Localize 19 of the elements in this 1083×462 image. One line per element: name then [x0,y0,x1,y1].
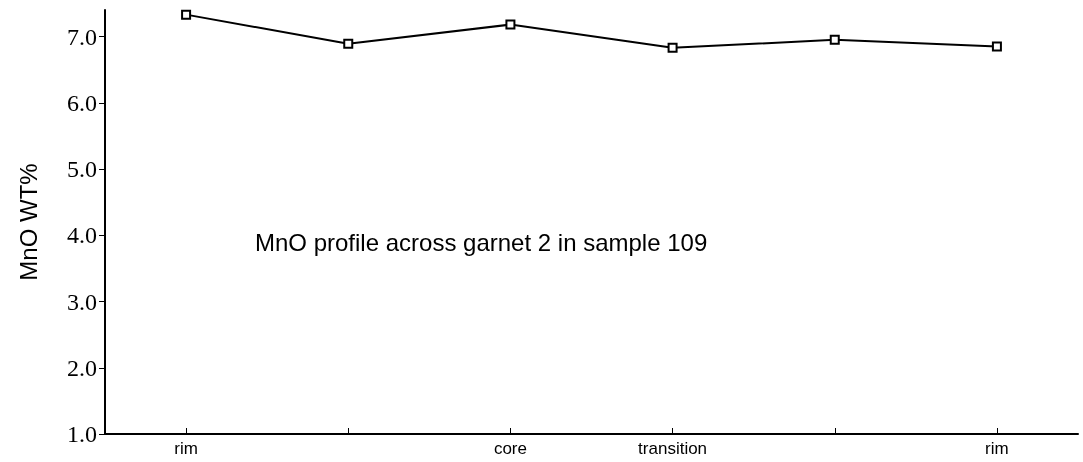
x-tick-label: rim [174,439,198,458]
point [343,38,354,49]
y-axis-title: MnO WT% [14,163,42,281]
x-tick-label: rim [985,439,1009,458]
y-tick-label: 5.0 [67,156,97,182]
point [667,42,678,53]
x-tick-label: core [493,439,527,458]
annotation: MnO profile across garnet 2 in sample 109 [255,228,708,256]
y-tick-label: 4.0 [67,222,97,249]
point [991,41,1002,52]
y-tick-label: 3.0 [67,288,97,315]
y-tick-label: 7.0 [67,23,97,50]
y-tick-label: 2.0 [67,354,97,381]
point [505,19,516,30]
point [829,34,840,45]
point [181,9,192,20]
y-tick-label: 6.0 [67,89,97,116]
x-tick-label: transition [638,439,708,458]
y-tick-label: 1.0 [67,421,97,447]
